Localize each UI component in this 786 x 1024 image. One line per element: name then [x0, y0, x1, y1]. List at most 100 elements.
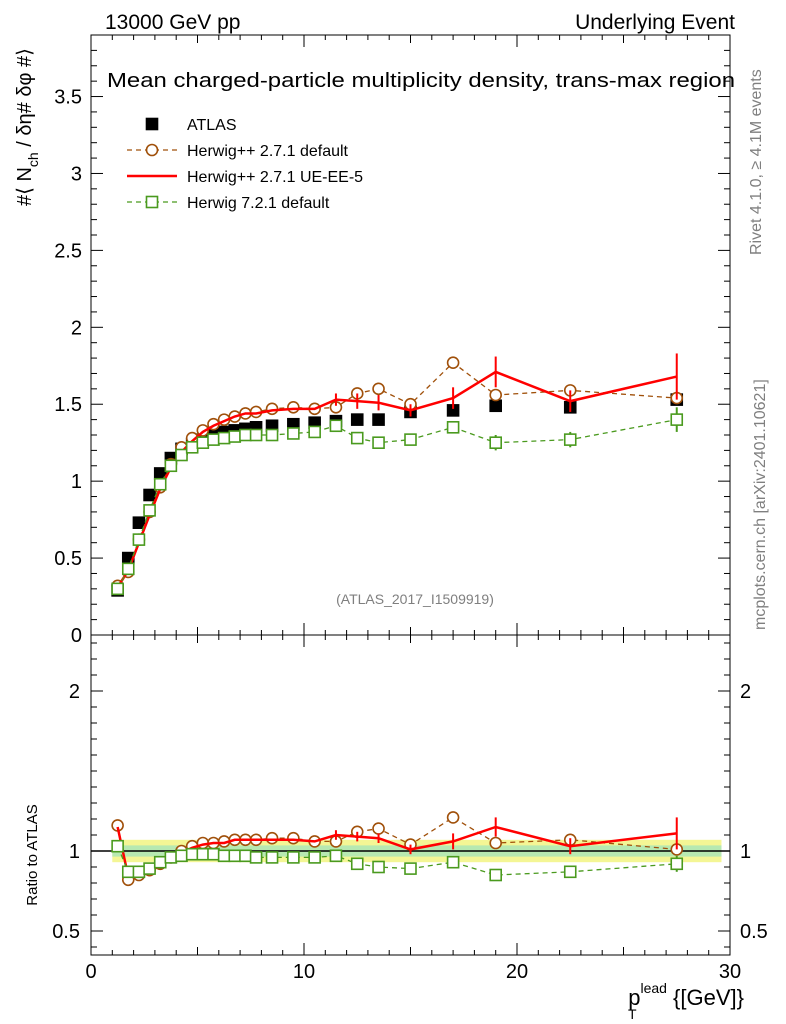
- ratio-y-tick-label: 2: [69, 681, 80, 703]
- y-tick-label: 3: [71, 163, 82, 185]
- analysis-tag: (ATLAS_2017_I1509919): [336, 591, 494, 607]
- data-point: [372, 413, 385, 426]
- ratio-y-tick-label-right: 2: [740, 681, 751, 703]
- ratio-point: [329, 849, 343, 863]
- ratio-point: [217, 849, 231, 863]
- ratio-point: [239, 849, 252, 863]
- ratio-y-tick-label-right: 1: [740, 841, 751, 863]
- data-point: [164, 459, 178, 473]
- data-point: [111, 582, 124, 596]
- y-axis-label-sub: ch: [25, 152, 41, 167]
- data-point: [489, 399, 503, 413]
- legend-entry: Herwig++ 2.7.1 default: [127, 143, 349, 160]
- legend-marker: [145, 195, 159, 209]
- y-axis-label: #⟨ Nch / δη# δφ #⟩: [14, 48, 41, 206]
- ratio-point: [196, 847, 210, 861]
- data-point: [372, 382, 385, 396]
- data-point: [265, 428, 279, 442]
- data-point: [287, 427, 300, 440]
- series-1: [111, 356, 684, 593]
- ratio-point: [287, 831, 300, 845]
- data-point: [121, 562, 135, 576]
- rivet-label: Rivet 4.1.0, ≥ 4.1M events: [748, 69, 765, 255]
- ratio-point: [265, 851, 279, 864]
- y-tick-label: 1.5: [54, 394, 82, 416]
- data-point: [132, 533, 146, 546]
- ratio-y-tick-label-right: 0.5: [740, 921, 768, 943]
- series-3: [111, 407, 684, 596]
- ratio-point: [287, 851, 300, 864]
- ratio-point: [489, 836, 503, 850]
- ratio-point: [207, 847, 220, 861]
- ratio-point: [563, 865, 577, 879]
- ratio-panel: 0 10 20 30 0.5 0.5 1 1 2 2: [52, 634, 768, 983]
- y-tick-label: 0: [71, 625, 82, 647]
- legend-marker: [145, 117, 159, 131]
- data-point: [217, 431, 231, 445]
- mcplots-label: mcplots.cern.ch [arXiv:2401.10621]: [752, 379, 769, 630]
- data-point: [249, 428, 263, 442]
- data-point: [446, 356, 460, 369]
- y-tick-label: 2: [71, 317, 82, 339]
- ratio-point: [404, 862, 417, 875]
- header-left: 13000 GeV pp: [105, 11, 240, 34]
- data-point: [446, 421, 460, 434]
- data-point: [308, 425, 321, 439]
- legend-entry: ATLAS: [145, 117, 237, 134]
- data-point: [329, 419, 343, 433]
- y-tick-label: 1: [71, 471, 82, 493]
- ratio-point: [175, 849, 188, 863]
- legend-label: Herwig++ 2.7.1 UE-EE-5: [187, 169, 363, 186]
- ratio-point: [153, 855, 167, 869]
- ratio-axis-label: Ratio to ATLAS: [24, 804, 41, 905]
- x-tick-label: 0: [85, 961, 96, 983]
- ratio-point: [372, 822, 385, 835]
- ratio-point: [228, 849, 242, 863]
- data-point: [670, 413, 684, 426]
- legend-label: ATLAS: [187, 117, 237, 134]
- series-line: [116, 370, 678, 588]
- y-tick-label: 0.5: [54, 548, 82, 570]
- main-panel: 0 0.5 1 1.5 2 2.5 3 3.5: [54, 34, 731, 647]
- ratio-point: [308, 851, 321, 864]
- ratio-y-tick-label: 0.5: [52, 921, 80, 943]
- ratio-point: [164, 851, 178, 864]
- data-point: [265, 402, 279, 416]
- legend-marker: [145, 143, 159, 157]
- data-point: [350, 431, 364, 445]
- data-point: [132, 516, 146, 529]
- ratio-point: [121, 865, 135, 879]
- legend-entry: Herwig 7.2.1 default: [127, 195, 330, 212]
- x-axis-label-sup: lead: [640, 980, 666, 996]
- data-point: [287, 401, 300, 414]
- data-point: [563, 433, 577, 446]
- ratio-point: [350, 857, 364, 871]
- data-point: [143, 488, 156, 502]
- data-point: [175, 448, 188, 462]
- ratio-frame: [90, 634, 731, 956]
- ratio-point: [372, 860, 385, 874]
- ratio-point: [132, 865, 146, 879]
- header-right: Underlying Event: [575, 11, 735, 34]
- data-point: [350, 413, 364, 426]
- data-point: [207, 433, 220, 446]
- data-point: [143, 504, 156, 517]
- legend: ATLAS Herwig++ 2.7.1 default Herwig++ 2.7.…: [127, 117, 363, 212]
- chart-title: Mean charged-particle multiplicity densi…: [107, 70, 735, 92]
- ratio-point: [446, 855, 460, 869]
- y-tick-label: 3.5: [54, 87, 82, 109]
- ratio-series-3: [111, 839, 684, 882]
- x-axis-label-sub: T: [628, 1006, 637, 1022]
- series-0: [111, 393, 684, 597]
- legend-entry: Herwig++ 2.7.1 UE-EE-5: [127, 169, 363, 186]
- x-axis-label-p: p: [628, 985, 640, 1010]
- ratio-point: [265, 831, 279, 845]
- data-point: [489, 436, 503, 449]
- data-point: [489, 388, 503, 402]
- data-point: [185, 441, 199, 454]
- ratio-point: [143, 862, 156, 875]
- ratio-point: [670, 857, 684, 871]
- data-point: [239, 428, 252, 442]
- data-point: [404, 433, 417, 446]
